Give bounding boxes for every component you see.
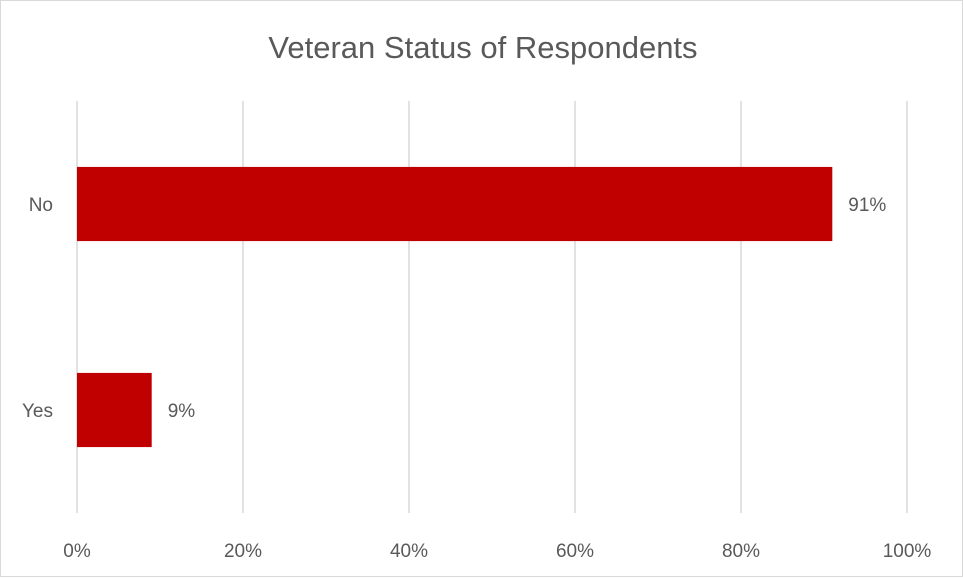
bar-no [77,166,833,242]
x-tick-label: 60% [556,541,594,562]
labels: 0% 20% 40% 60% 80% 100% No 91% Yes 9% [22,195,931,562]
x-tick-label: 40% [390,541,428,562]
category-label: No [29,195,53,216]
x-tick-label: 100% [883,541,932,562]
x-tick-label: 20% [224,541,262,562]
data-label: 91% [848,195,886,216]
category-label: Yes [22,401,53,422]
chart-title: Veteran Status of Respondents [268,30,697,65]
bars [77,166,833,448]
x-tick-label: 0% [63,541,91,562]
bar-yes [77,372,152,448]
gridlines [76,101,908,513]
x-tick-label: 80% [722,541,760,562]
data-label: 9% [168,401,196,422]
